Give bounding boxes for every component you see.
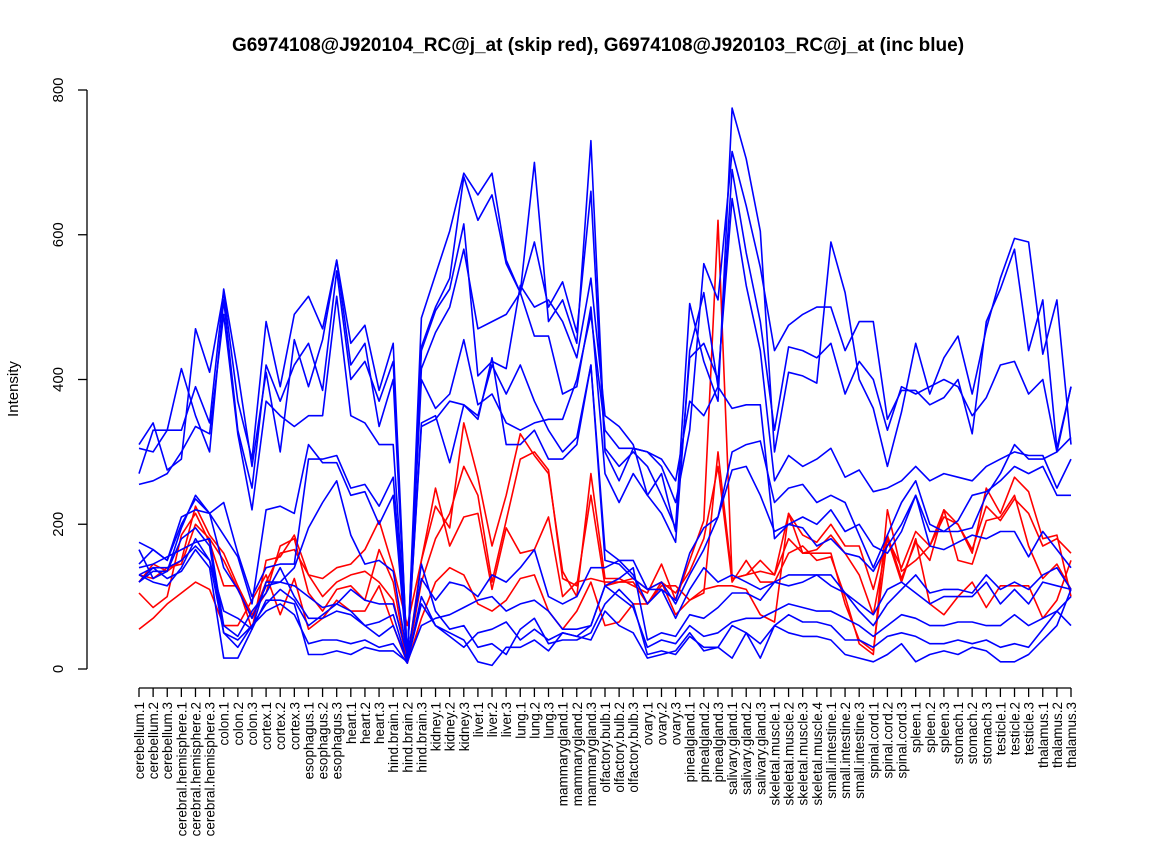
x-tick-label: liver.2	[485, 702, 500, 737]
x-tick-label: ovary.3	[669, 702, 684, 745]
x-tick-label: spinal.cord.1	[866, 702, 881, 779]
x-tick-label: stomach.1	[951, 702, 966, 764]
series-line-15	[138, 548, 1072, 663]
x-tick-label: olfactory.bulb.2	[612, 702, 627, 793]
x-tick-label: skeletal.muscle.3	[796, 702, 811, 806]
x-tick-label: esophagus.2	[316, 702, 331, 779]
x-tick-label: hind.brain.3	[414, 702, 429, 773]
x-tick-label: skeletal.muscle.4	[810, 702, 825, 806]
x-tick-label: salivary.gland.2	[739, 702, 754, 795]
x-tick-label: pinealgland.2	[697, 702, 712, 782]
x-tick-label: salivary.gland.3	[753, 702, 768, 795]
x-tick-label: testicle.2	[1008, 702, 1023, 755]
x-tick-label: kidney.3	[457, 702, 472, 751]
x-tick-label: ovary.2	[654, 702, 669, 745]
x-tick-label: esophagus.3	[330, 702, 345, 779]
x-tick-label: spinal.cord.3	[895, 702, 910, 779]
y-tick-label: 600	[50, 222, 67, 247]
x-axis: cerebellum.1 cerebellum.2 cerebellum.3 cere…	[132, 687, 1079, 836]
x-tick-label: lung.1	[513, 702, 528, 739]
x-tick-label: spleen.2	[923, 702, 938, 753]
chart-title: G6974108@J920104_RC@j_at (skip red), G69…	[232, 35, 964, 56]
x-tick-label: thalamus.2	[1050, 702, 1065, 768]
series-line-9	[138, 313, 1072, 659]
x-tick-label: cortex.2	[273, 702, 288, 750]
x-tick-label: heart.2	[358, 702, 373, 744]
series-line-8	[138, 197, 1072, 659]
x-tick-label: mammarygland.1	[556, 702, 571, 806]
y-tick-label: 400	[50, 367, 67, 392]
x-tick-label: spleen.1	[909, 702, 924, 753]
x-tick-label: liver.3	[499, 702, 514, 737]
x-tick-label: salivary.gland.1	[725, 702, 740, 795]
x-tick-label: colon.3	[245, 702, 260, 746]
x-tick-label: colon.1	[217, 702, 232, 746]
x-tick-label: liver.1	[471, 702, 486, 737]
x-tick-label: cerebellum.1	[132, 702, 147, 779]
x-tick-label: kidney.1	[429, 702, 444, 751]
y-tick-label: 200	[50, 512, 67, 537]
x-tick-label: esophagus.1	[301, 702, 316, 779]
y-tick-label: 0	[50, 665, 67, 673]
x-tick-label: heart.3	[372, 702, 387, 744]
x-tick-label: skeletal.muscle.2	[782, 702, 797, 806]
x-tick-label: hind.brain.2	[400, 702, 415, 773]
x-tick-label: heart.1	[344, 702, 359, 744]
series-line-14	[138, 527, 1072, 663]
x-tick-label: testicle.3	[1022, 702, 1037, 755]
x-tick-label: olfactory.bulb.1	[598, 702, 613, 793]
y-tick-label: 800	[50, 77, 67, 102]
y-axis: 0 200 400 600 800	[50, 77, 88, 673]
x-tick-label: lung.3	[542, 702, 557, 739]
series-line-6	[138, 150, 1072, 663]
series-line-16	[138, 545, 1072, 667]
x-tick-label: thalamus.1	[1036, 702, 1051, 768]
x-tick-label: lung.2	[527, 702, 542, 739]
x-tick-label: pinealgland.1	[683, 702, 698, 782]
x-tick-label: small.intestine.2	[838, 702, 853, 799]
series-layer	[138, 107, 1072, 667]
series-line-3	[138, 512, 1072, 665]
x-tick-label: thalamus.3	[1064, 702, 1079, 768]
x-tick-label: mammarygland.3	[584, 702, 599, 806]
x-tick-label: testicle.1	[993, 702, 1008, 755]
x-tick-label: olfactory.bulb.3	[626, 702, 641, 793]
x-tick-label: pinealgland.3	[711, 702, 726, 782]
x-tick-label: spleen.3	[937, 702, 952, 753]
x-tick-label: cerebral.hemisphere.3	[203, 702, 218, 836]
y-axis-label: Intensity	[5, 361, 22, 417]
x-tick-label: cortex.3	[287, 702, 302, 750]
x-tick-label: small.intestine.3	[852, 702, 867, 799]
x-tick-label: cerebral.hemisphere.1	[174, 702, 189, 836]
x-tick-label: cerebellum.2	[146, 702, 161, 779]
x-tick-label: skeletal.muscle.1	[767, 702, 782, 806]
x-tick-label: stomach.2	[965, 702, 980, 764]
x-tick-label: cerebellum.3	[160, 702, 175, 779]
x-tick-label: stomach.3	[979, 702, 994, 764]
x-tick-label: mammarygland.2	[570, 702, 585, 806]
series-line-12	[138, 537, 1072, 656]
x-tick-label: hind.brain.1	[386, 702, 401, 773]
x-tick-label: cerebral.hemisphere.2	[188, 702, 203, 836]
x-tick-label: cortex.1	[259, 702, 274, 750]
x-tick-label: kidney.2	[443, 702, 458, 751]
x-tick-label: ovary.1	[640, 702, 655, 745]
x-tick-label: colon.2	[231, 702, 246, 746]
series-line-7	[138, 168, 1072, 659]
series-line-11	[138, 356, 1072, 656]
x-tick-label: small.intestine.1	[824, 702, 839, 799]
x-tick-label: spinal.cord.2	[880, 702, 895, 779]
